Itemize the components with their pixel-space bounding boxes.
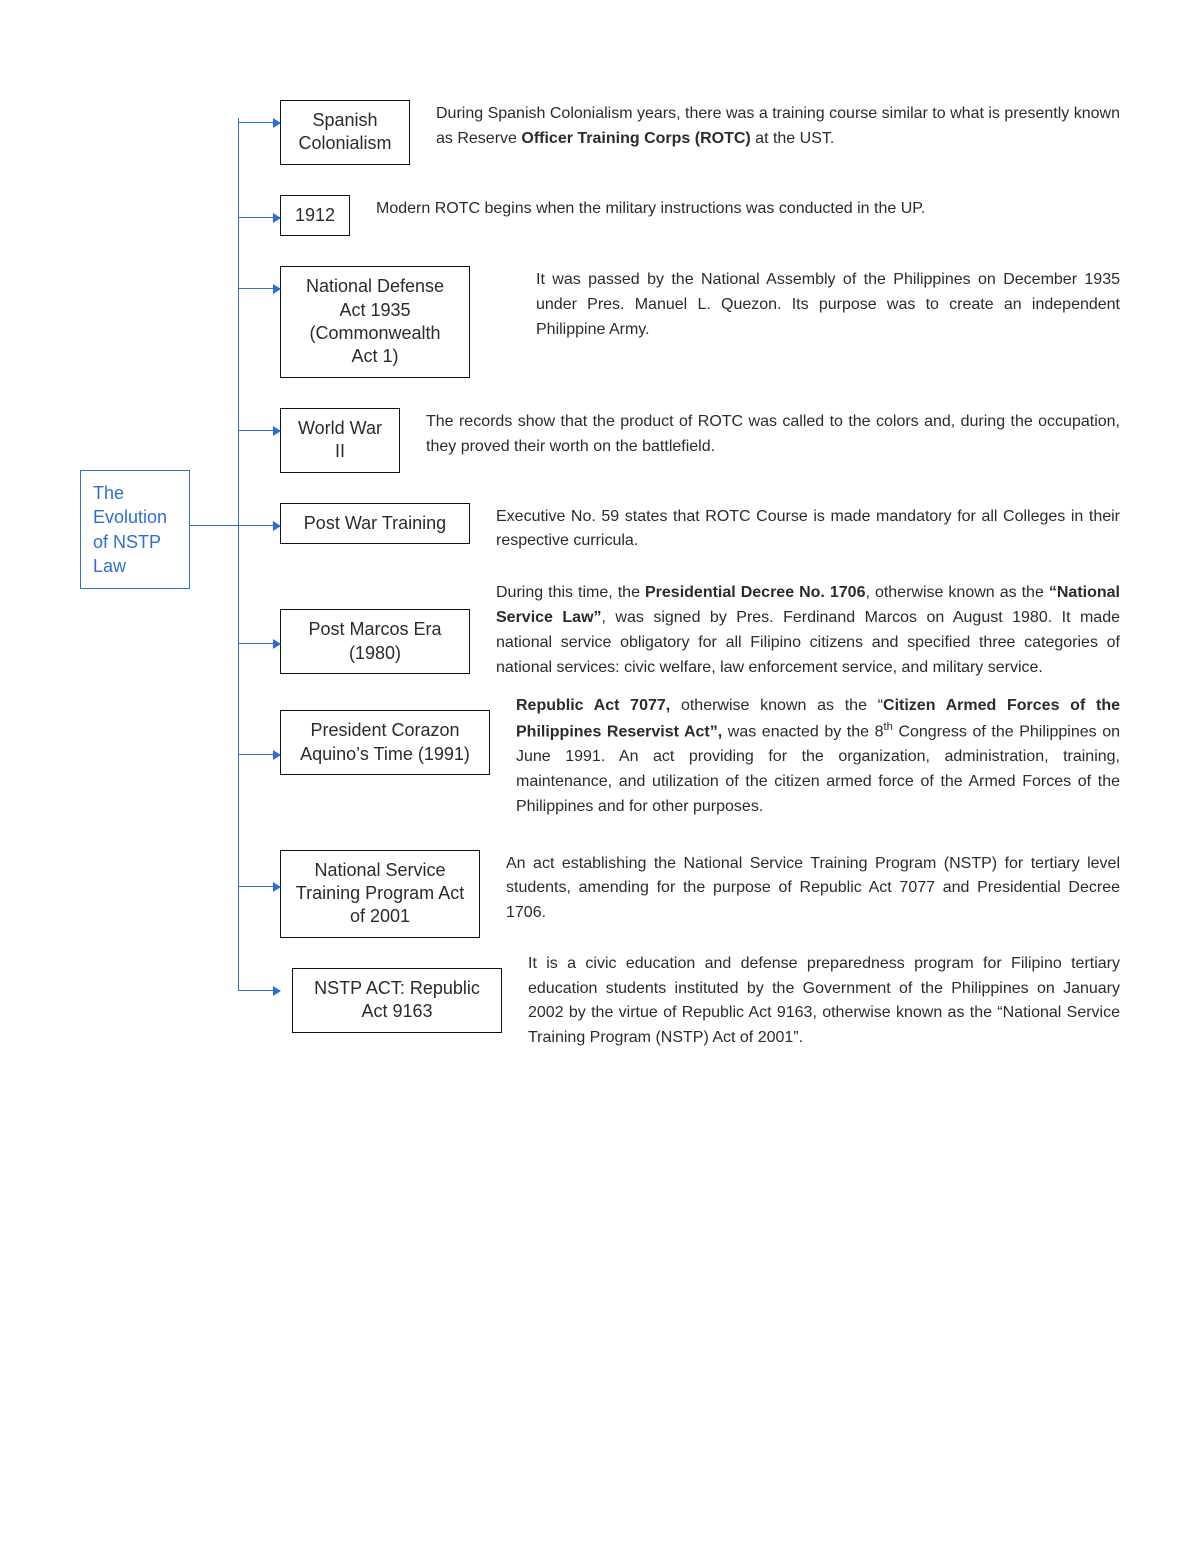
branch-row-nstp2001: National Service Training Program Act of… <box>280 850 1120 938</box>
node-box-marcos: Post Marcos Era (1980) <box>280 609 470 674</box>
root-column: The Evolution of NSTP Law <box>80 100 190 589</box>
node-desc-ra9163: It is a civic education and defense prep… <box>528 950 1120 1051</box>
node-box-1912: 1912 <box>280 195 350 236</box>
node-box-aquino: President Corazon Aquino’s Time (1991) <box>280 710 490 775</box>
node-desc-spanish: During Spanish Colonialism years, there … <box>436 100 1120 152</box>
branch-row-aquino: President Corazon Aquino’s Time (1991)Re… <box>280 710 1120 819</box>
node-desc-nstp2001: An act establishing the National Service… <box>506 850 1120 926</box>
trunk-line <box>238 118 239 991</box>
branch-row-ra9163: NSTP ACT: Republic Act 9163It is a civic… <box>280 968 1120 1051</box>
branch-arrow <box>238 122 280 123</box>
root-box: The Evolution of NSTP Law <box>80 470 190 589</box>
root-connector <box>190 525 238 526</box>
branch-row-postwar: Post War Training Executive No. 59 states… <box>280 503 1120 555</box>
branch-arrow <box>238 217 280 218</box>
branches-container: Spanish Colonialism During Spanish Coloni… <box>280 100 1120 1051</box>
node-desc-1912: Modern ROTC begins when the military ins… <box>376 195 1120 222</box>
node-box-nstp2001: National Service Training Program Act of… <box>280 850 480 938</box>
branch-arrow <box>238 525 280 526</box>
branch-arrow <box>238 886 280 887</box>
node-desc-marcos: During this time, the Presidential Decre… <box>496 579 1120 680</box>
node-box-ra9163: NSTP ACT: Republic Act 9163 <box>292 968 502 1033</box>
branch-arrow <box>238 990 280 991</box>
node-box-nda1935: National Defense Act 1935 (Commonwealth … <box>280 266 470 378</box>
node-desc-ww2: The records show that the product of ROT… <box>426 408 1120 460</box>
branch-arrow <box>238 430 280 431</box>
branch-row-spanish: Spanish Colonialism During Spanish Coloni… <box>280 100 1120 165</box>
nstp-evolution-diagram: The Evolution of NSTP Law Spanish Coloni… <box>80 100 1120 1051</box>
node-desc-nda1935: It was passed by the National Assembly o… <box>536 266 1120 342</box>
branch-row-ww2: World War II The records show that the pr… <box>280 408 1120 473</box>
branch-arrow <box>238 643 280 644</box>
branch-row-marcos: Post Marcos Era (1980)During this time, … <box>280 609 1120 680</box>
node-desc-postwar: Executive No. 59 states that ROTC Course… <box>496 503 1120 555</box>
node-desc-aquino: Republic Act 7077, otherwise known as th… <box>516 692 1120 819</box>
node-box-ww2: World War II <box>280 408 400 473</box>
branch-arrow <box>238 754 280 755</box>
branch-row-nda1935: National Defense Act 1935 (Commonwealth … <box>280 266 1120 378</box>
branch-arrow <box>238 288 280 289</box>
node-box-postwar: Post War Training <box>280 503 470 544</box>
node-box-spanish: Spanish Colonialism <box>280 100 410 165</box>
branch-row-1912: 1912 Modern ROTC begins when the military… <box>280 195 1120 236</box>
